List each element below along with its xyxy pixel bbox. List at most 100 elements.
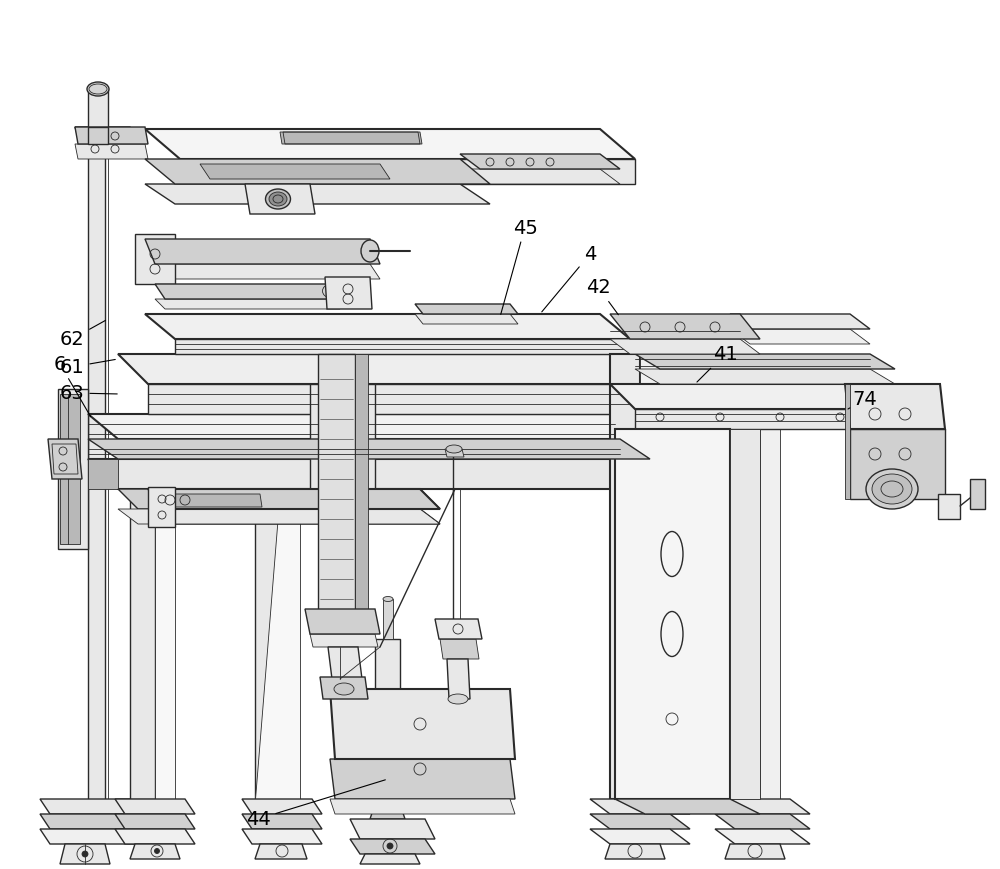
Polygon shape bbox=[88, 460, 118, 489]
Polygon shape bbox=[115, 829, 195, 844]
Polygon shape bbox=[148, 385, 645, 415]
Ellipse shape bbox=[323, 285, 338, 298]
Polygon shape bbox=[180, 160, 635, 185]
Polygon shape bbox=[255, 844, 307, 859]
Circle shape bbox=[82, 851, 88, 857]
Polygon shape bbox=[730, 429, 760, 799]
Polygon shape bbox=[590, 814, 690, 829]
Polygon shape bbox=[148, 488, 175, 527]
Polygon shape bbox=[280, 133, 422, 145]
Polygon shape bbox=[320, 677, 368, 700]
Polygon shape bbox=[118, 489, 440, 509]
Polygon shape bbox=[845, 385, 945, 429]
Polygon shape bbox=[155, 489, 175, 799]
Ellipse shape bbox=[361, 241, 379, 262]
Polygon shape bbox=[145, 265, 380, 280]
Polygon shape bbox=[75, 145, 148, 160]
Text: 61: 61 bbox=[60, 358, 115, 377]
Polygon shape bbox=[310, 634, 378, 647]
Polygon shape bbox=[310, 385, 335, 489]
Polygon shape bbox=[615, 799, 760, 814]
Polygon shape bbox=[415, 315, 518, 325]
Ellipse shape bbox=[872, 474, 912, 504]
Polygon shape bbox=[155, 494, 262, 507]
Polygon shape bbox=[635, 409, 895, 429]
Polygon shape bbox=[610, 355, 640, 799]
Polygon shape bbox=[845, 385, 850, 500]
Polygon shape bbox=[118, 355, 645, 385]
Polygon shape bbox=[40, 829, 140, 844]
Polygon shape bbox=[200, 165, 390, 180]
Polygon shape bbox=[115, 799, 195, 814]
Ellipse shape bbox=[446, 446, 462, 454]
Polygon shape bbox=[118, 509, 440, 524]
Polygon shape bbox=[255, 489, 280, 799]
Polygon shape bbox=[615, 429, 730, 799]
Polygon shape bbox=[335, 385, 350, 489]
Polygon shape bbox=[88, 415, 645, 440]
Polygon shape bbox=[148, 489, 440, 509]
Polygon shape bbox=[305, 609, 380, 634]
Polygon shape bbox=[325, 278, 372, 309]
Polygon shape bbox=[115, 814, 195, 829]
Polygon shape bbox=[245, 185, 315, 215]
Polygon shape bbox=[415, 305, 518, 315]
Polygon shape bbox=[155, 285, 340, 300]
Text: 4: 4 bbox=[542, 245, 596, 313]
Polygon shape bbox=[330, 799, 515, 814]
Polygon shape bbox=[610, 814, 660, 829]
Polygon shape bbox=[328, 647, 362, 680]
Polygon shape bbox=[350, 385, 375, 489]
Polygon shape bbox=[60, 844, 110, 864]
Polygon shape bbox=[350, 819, 435, 839]
Polygon shape bbox=[635, 369, 895, 385]
Polygon shape bbox=[255, 489, 300, 799]
Text: 62: 62 bbox=[60, 321, 106, 349]
Polygon shape bbox=[970, 480, 985, 509]
Polygon shape bbox=[135, 235, 175, 285]
Polygon shape bbox=[330, 760, 515, 799]
Ellipse shape bbox=[383, 597, 393, 602]
Polygon shape bbox=[605, 844, 665, 859]
Text: 6: 6 bbox=[54, 355, 91, 417]
Polygon shape bbox=[460, 155, 620, 169]
Polygon shape bbox=[145, 315, 630, 340]
Polygon shape bbox=[48, 440, 82, 480]
Ellipse shape bbox=[448, 694, 468, 704]
Polygon shape bbox=[60, 395, 80, 544]
Polygon shape bbox=[88, 460, 650, 489]
Ellipse shape bbox=[266, 189, 291, 209]
Polygon shape bbox=[350, 839, 435, 854]
Polygon shape bbox=[640, 355, 660, 799]
Polygon shape bbox=[715, 829, 810, 844]
Polygon shape bbox=[725, 844, 785, 859]
Polygon shape bbox=[242, 799, 322, 814]
Text: 63: 63 bbox=[60, 384, 117, 403]
Polygon shape bbox=[130, 489, 155, 799]
Polygon shape bbox=[715, 799, 810, 814]
Polygon shape bbox=[360, 854, 420, 864]
Polygon shape bbox=[58, 389, 88, 549]
Circle shape bbox=[155, 848, 160, 853]
Polygon shape bbox=[242, 814, 322, 829]
Polygon shape bbox=[610, 340, 760, 355]
Polygon shape bbox=[242, 829, 322, 844]
Text: 74: 74 bbox=[848, 390, 877, 409]
Polygon shape bbox=[590, 829, 690, 844]
Polygon shape bbox=[635, 355, 895, 369]
Text: 41: 41 bbox=[697, 345, 737, 382]
Polygon shape bbox=[730, 315, 870, 329]
Ellipse shape bbox=[269, 193, 287, 207]
Polygon shape bbox=[730, 429, 760, 799]
Polygon shape bbox=[435, 620, 482, 640]
Polygon shape bbox=[88, 440, 650, 460]
Ellipse shape bbox=[87, 83, 109, 96]
Polygon shape bbox=[938, 494, 960, 520]
Polygon shape bbox=[148, 509, 440, 524]
Polygon shape bbox=[375, 640, 400, 804]
Polygon shape bbox=[330, 689, 515, 760]
Polygon shape bbox=[155, 300, 340, 309]
Polygon shape bbox=[610, 799, 660, 814]
Polygon shape bbox=[88, 90, 108, 129]
Polygon shape bbox=[318, 355, 355, 620]
